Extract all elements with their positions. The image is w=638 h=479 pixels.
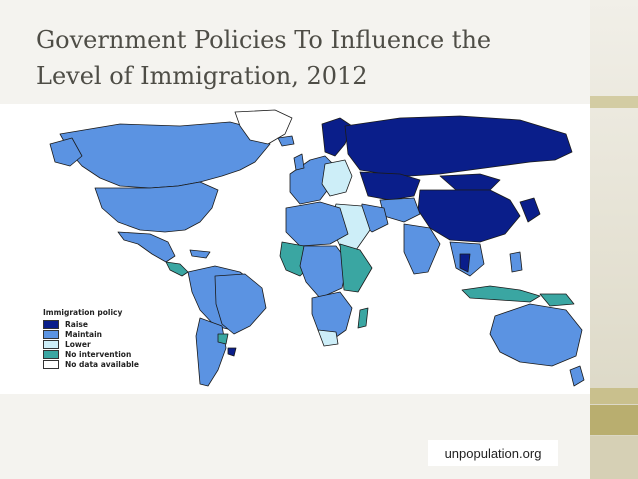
legend-label: Maintain: [65, 329, 102, 339]
region-eastern-europe: [321, 159, 353, 197]
legend-item-maintain: Maintain: [43, 329, 157, 339]
legend-swatch: [43, 339, 59, 349]
legend-item-lower: Lower: [43, 339, 157, 349]
legend-item-raise: Raise: [43, 319, 157, 329]
region-usa: [94, 181, 219, 233]
legend-swatch: [43, 359, 59, 369]
slide-title: Government Policies To Influence the Lev…: [36, 26, 492, 90]
region-thailand: [459, 253, 471, 273]
region-mongolia: [439, 173, 501, 191]
decoration-bar: [590, 436, 638, 479]
legend-item-no-intervention: No intervention: [43, 349, 157, 359]
region-mexico: [117, 231, 176, 263]
slide-decoration: [590, 0, 638, 479]
region-caribbean: [189, 249, 211, 259]
decoration-bar: [590, 405, 638, 435]
legend-label: No data available: [65, 359, 139, 369]
legend-title: Immigration policy: [43, 308, 123, 317]
region-brazil: [214, 273, 267, 335]
region-paraguay: [217, 333, 229, 345]
region-argentina: [195, 317, 227, 387]
region-central-africa: [299, 245, 349, 299]
region-alaska: [49, 137, 83, 167]
region-south-africa: [317, 329, 339, 347]
legend-item-no-data: No data available: [43, 359, 157, 369]
decoration-bar: [590, 388, 638, 404]
legend-label: Lower: [65, 339, 91, 349]
region-canada: [59, 121, 271, 189]
region-greenland: [234, 109, 293, 145]
legend-swatch: [43, 329, 59, 339]
region-southern-africa: [311, 291, 353, 341]
source-credit: unpopulation.org: [428, 440, 558, 466]
region-russia: [344, 115, 573, 177]
legend-swatch: [43, 319, 59, 329]
region-korea-japan: [519, 197, 541, 223]
legend-label: No intervention: [65, 349, 132, 359]
region-china: [417, 189, 521, 243]
region-philippines: [509, 251, 523, 273]
region-india: [403, 223, 441, 275]
region-central-america: [165, 261, 189, 277]
region-australia: [489, 303, 583, 367]
region-east-africa: [339, 243, 373, 293]
region-madagascar: [357, 307, 369, 329]
region-new-zealand: [569, 365, 585, 387]
region-uk: [293, 153, 305, 171]
region-new-guinea: [539, 293, 575, 307]
region-kazakhstan: [359, 171, 421, 201]
map-legend: Immigration policy Raise Maintain Lower …: [40, 306, 160, 371]
decoration-bar: [590, 96, 638, 108]
legend-swatch: [43, 349, 59, 359]
region-iceland: [277, 135, 295, 147]
world-map-svg: [49, 109, 585, 387]
region-north-africa: [285, 201, 349, 247]
region-scandinavia: [321, 117, 353, 157]
legend-label: Raise: [65, 319, 88, 329]
region-indonesia: [461, 285, 541, 303]
region-uruguay: [227, 347, 237, 357]
